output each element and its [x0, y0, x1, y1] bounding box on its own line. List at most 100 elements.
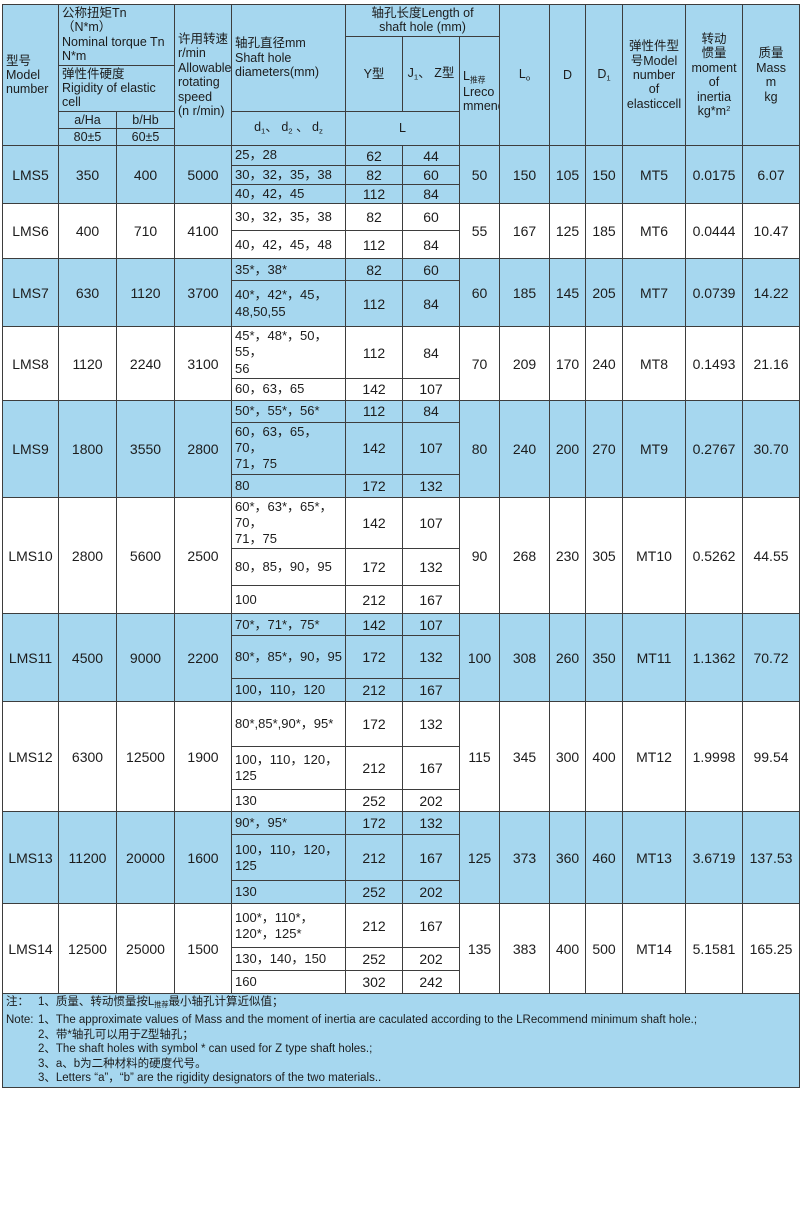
- cell-model-number: LMS9: [2, 399, 59, 498]
- cell-d1: 270: [585, 399, 624, 498]
- cell-j1z-length: 107: [402, 496, 460, 550]
- cell-shaft-diameters: 100，110，120， 125: [231, 746, 346, 791]
- table-row: 100 212 167: [3, 585, 800, 615]
- cell-torque-a: 12500: [58, 903, 117, 995]
- header-rigidity: 弹性件硬度 Rigidity of elastic cell: [58, 64, 175, 112]
- cell-y-length: 112: [345, 230, 403, 260]
- cell-j1z-length: 132: [402, 548, 460, 587]
- cell-elastic-model: MT10: [622, 496, 687, 615]
- cell-torque-a: 400: [58, 203, 117, 260]
- cell-l-recommend: 60: [458, 258, 501, 328]
- cell-j1z-length: 84: [402, 280, 460, 328]
- cell-y-length: 82: [345, 164, 403, 185]
- cell-elastic-model: MT5: [622, 145, 687, 205]
- cell-y-length: 82: [345, 203, 403, 232]
- cell-torque-a: 350: [58, 145, 117, 205]
- table-row: LMS12 6300 12500 1900 80*,85*,90*，95* 172 132 1…: [2, 701, 800, 813]
- header-col-b: b/Hb: [116, 110, 175, 130]
- cell-elastic-model: MT14: [622, 903, 687, 995]
- cell-shaft-diameters: 25，28: [231, 145, 346, 166]
- note-line-2-en: 2、The shaft holes with symbol * can used…: [6, 1042, 796, 1057]
- cell-model-number: LMS12: [2, 701, 59, 813]
- cell-speed: 2500: [174, 496, 232, 615]
- cell-j1z-length: 167: [402, 834, 460, 882]
- note-2-en: 2、The shaft holes with symbol * can used…: [38, 1043, 373, 1055]
- table-row: 60，63，65 142 107: [3, 377, 800, 401]
- spec-table: 型号 Model number 公称扭矩Tn（N*m） Nominal torq…: [1, 3, 800, 1088]
- cell-j1z-length: 60: [402, 203, 460, 232]
- table-row: 130，140，150 252 202: [3, 947, 800, 972]
- cell-j1z-length: 107: [402, 377, 460, 401]
- header-y-type: Y型: [345, 35, 403, 112]
- cell-shaft-diameters: 60，63，65: [231, 377, 346, 401]
- cell-torque-b: 5600: [116, 496, 175, 615]
- header-l0: Lo: [499, 3, 551, 147]
- cell-torque-b: 9000: [116, 613, 175, 703]
- table-row: LMS7 630 1120 3700 35*，38* 82 60 60 185 145 205 MT7…: [2, 258, 800, 328]
- table-row: LMS11 4500 9000 2200 70*，71*，75* 142 107 100 308…: [2, 613, 800, 703]
- cell-shaft-diameters: 35*，38*: [231, 258, 346, 282]
- cell-mass: 99.54: [742, 701, 800, 813]
- cell-shaft-diameters: 90*，95*: [231, 811, 346, 836]
- header-elastic-cell-model: 弹性件型 号Model number of elasticcell: [622, 3, 687, 147]
- cell-j1z-length: 202: [402, 880, 460, 905]
- cell-model-number: LMS6: [2, 203, 59, 260]
- cell-d: 145: [549, 258, 587, 328]
- cell-j1z-length: 202: [402, 789, 460, 813]
- table-row: LMS9 1800 3550 2800 50*，55*，56* 112 84 80 240 200…: [2, 399, 800, 498]
- cell-j1z-length: 132: [402, 811, 460, 836]
- cell-y-length: 112: [345, 326, 403, 379]
- cell-y-length: 172: [345, 473, 403, 498]
- cell-shaft-diameters: 100，110，120: [231, 678, 346, 703]
- cell-shaft-diameters: 80: [231, 473, 346, 498]
- cell-y-length: 62: [345, 145, 403, 166]
- cell-d1: 305: [585, 496, 624, 615]
- cell-y-length: 302: [345, 970, 403, 995]
- cell-d1: 460: [585, 811, 624, 905]
- cell-mass: 30.70: [742, 399, 800, 498]
- cell-shaft-diameters: 40，42，45，48: [231, 230, 346, 260]
- cell-d: 260: [549, 613, 587, 703]
- cell-elastic-model: MT13: [622, 811, 687, 905]
- header-torque-group: 公称扭矩Tn（N*m） Nominal torque Tn N*m: [58, 4, 175, 66]
- cell-y-length: 252: [345, 947, 403, 972]
- cell-l-recommend: 90: [458, 496, 501, 615]
- cell-d1: 185: [585, 203, 624, 260]
- cell-shaft-diameters: 80，85，90，95: [231, 548, 346, 587]
- cell-d: 125: [549, 203, 587, 260]
- cell-speed: 5000: [174, 145, 232, 205]
- table-row: LMS8 1120 2240 3100 45*，48*，50，55， 56 112 84 70…: [2, 326, 800, 401]
- spec-table-header: 型号 Model number 公称扭矩Tn（N*m） Nominal torq…: [2, 3, 800, 147]
- table-row: LMS13 11200 20000 1600 90*，95* 172 132 125 373 36…: [2, 811, 800, 905]
- cell-elastic-model: MT12: [622, 701, 687, 813]
- cell-l-recommend: 80: [458, 399, 501, 498]
- note-line-2-zh: 2、带*轴孔可以用于Z型轴孔；: [6, 1028, 796, 1043]
- cell-d1: 205: [585, 258, 624, 328]
- cell-shaft-diameters: 80*,85*,90*，95*: [231, 701, 346, 748]
- cell-model-number: LMS14: [2, 903, 59, 995]
- cell-l-recommend: 115: [458, 701, 501, 813]
- cell-shaft-diameters: 60*，63*，65*，70， 71，75: [231, 496, 346, 550]
- header-model: 型号 Model number: [2, 3, 59, 147]
- cell-speed: 2200: [174, 613, 232, 703]
- cell-mass: 10.47: [742, 203, 800, 260]
- cell-j1z-length: 84: [402, 326, 460, 379]
- cell-inertia: 0.2767: [685, 399, 744, 498]
- cell-torque-a: 6300: [58, 701, 117, 813]
- cell-shaft-diameters: 100: [231, 585, 346, 615]
- cell-y-length: 142: [345, 421, 403, 475]
- cell-torque-b: 25000: [116, 903, 175, 995]
- cell-l-recommend: 125: [458, 811, 501, 905]
- cell-model-number: LMS10: [2, 496, 59, 615]
- cell-j1z-length: 60: [402, 164, 460, 185]
- cell-speed: 3700: [174, 258, 232, 328]
- cell-l0: 185: [499, 258, 551, 328]
- cell-model-number: LMS11: [2, 613, 59, 703]
- cell-speed: 4100: [174, 203, 232, 260]
- note-line-3-en: 3、Letters “a”，“b” are the rigidity desig…: [6, 1071, 796, 1086]
- cell-shaft-diameters: 60，63，65，70， 71，75: [231, 421, 346, 475]
- cell-d: 170: [549, 326, 587, 401]
- header-inertia: 转动 惯量 moment of inertia kg*m2: [685, 3, 744, 147]
- cell-torque-b: 12500: [116, 701, 175, 813]
- cell-elastic-model: MT11: [622, 613, 687, 703]
